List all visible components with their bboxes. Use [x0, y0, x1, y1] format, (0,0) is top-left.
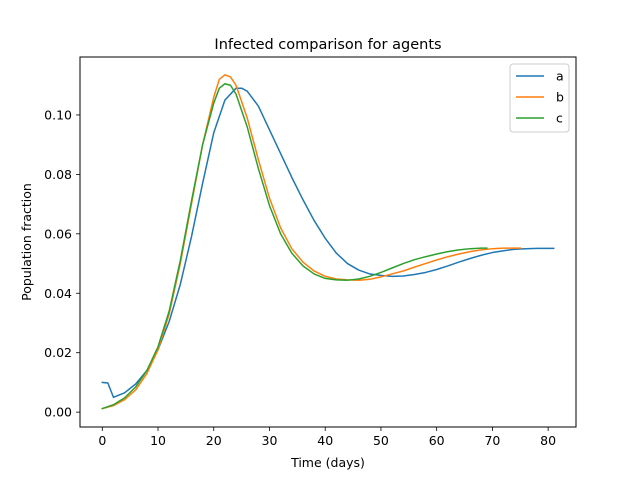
series-line-c: [101, 83, 488, 410]
x-tick-label: 0: [98, 433, 106, 448]
y-tick-label: 0.08: [44, 167, 72, 182]
y-axis: 0.00 0.02 0.04 0.06 0.08 0.10: [44, 107, 80, 420]
x-axis: 0 10 20 30 40 50 60 70 80: [98, 427, 556, 448]
plot-layer: [101, 74, 555, 410]
legend-label-a: a: [556, 69, 564, 84]
chart-title: Infected comparison for agents: [214, 37, 441, 53]
x-tick-label: 80: [540, 433, 556, 448]
series-line-b: [101, 74, 522, 410]
y-axis-label: Population fraction: [19, 183, 34, 301]
legend-label-c: c: [556, 111, 563, 126]
x-tick-label: 50: [373, 433, 389, 448]
legend-label-b: b: [556, 90, 564, 105]
x-tick-label: 60: [429, 433, 445, 448]
y-tick-label: 0.04: [44, 286, 72, 301]
series-line-a: [101, 87, 555, 399]
x-tick-label: 20: [206, 433, 222, 448]
x-tick-label: 10: [150, 433, 166, 448]
x-tick-label: 30: [262, 433, 278, 448]
y-tick-label: 0.10: [44, 107, 72, 122]
x-axis-label: Time (days): [290, 455, 365, 470]
plot-frame: [79, 56, 577, 428]
legend: abc: [509, 63, 570, 133]
y-tick-label: 0.00: [44, 405, 72, 420]
y-tick-label: 0.02: [44, 345, 72, 360]
x-tick-label: 70: [484, 433, 500, 448]
y-tick-label: 0.06: [44, 226, 72, 241]
legend-box: [509, 63, 570, 133]
x-tick-label: 40: [317, 433, 333, 448]
